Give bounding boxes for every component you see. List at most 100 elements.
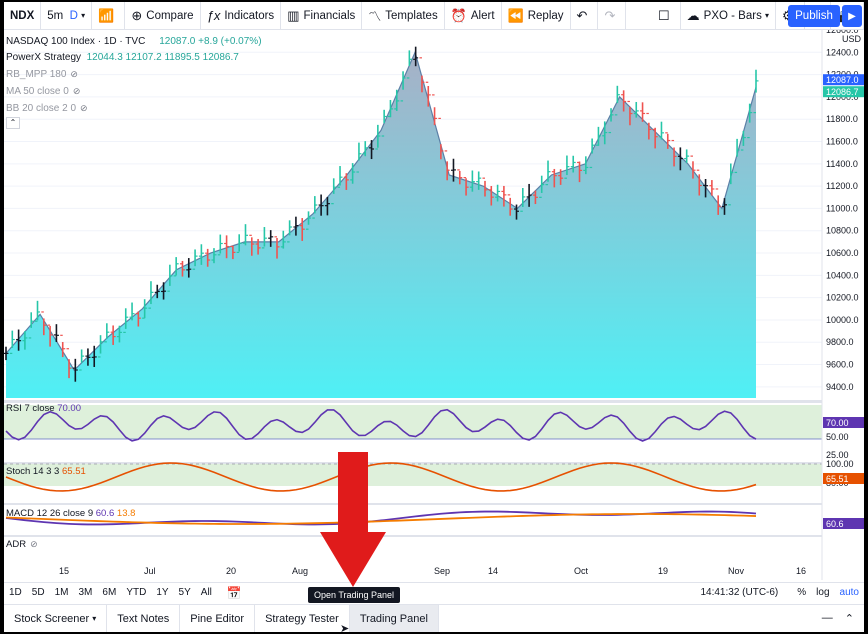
auto-toggle[interactable]: auto xyxy=(839,587,859,598)
interval-label: 5m xyxy=(47,9,64,22)
play-button[interactable]: ▶ xyxy=(842,5,862,27)
financials-icon: ▥ xyxy=(287,7,300,23)
pane-value-text: 60.6 xyxy=(826,519,844,529)
tab-strategy-tester[interactable]: Strategy Tester xyxy=(255,604,350,632)
indicators-button[interactable]: ƒx Indicators xyxy=(201,2,282,30)
eye-slash-icon[interactable]: ⊘ xyxy=(30,539,38,549)
eye-slash-icon[interactable]: ⊘ xyxy=(70,69,78,79)
adr-label: ADR xyxy=(6,539,27,550)
publish-label: Publish xyxy=(795,10,833,22)
price-area-series xyxy=(5,50,757,398)
macd-label: MACD 12 26 close 9 xyxy=(6,508,94,519)
bottom-panel-tabs: Stock Screener ▾ Text Notes Pine Editor … xyxy=(4,604,864,632)
percent-toggle[interactable]: % xyxy=(797,587,807,598)
rsi-line xyxy=(5,408,757,442)
time-axis[interactable]: 15 Jul 20 Aug Sep 14 Oct 19 Nov 16 xyxy=(59,566,806,576)
range-5y[interactable]: 5Y xyxy=(178,587,191,598)
strategy-price-badge xyxy=(823,86,864,98)
legend-strategy-row[interactable]: PowerX Strategy 12044.3 12107.2 11895.5 … xyxy=(6,50,262,66)
pane-divider[interactable] xyxy=(4,400,822,403)
replay-button[interactable]: ⏪ Replay xyxy=(502,2,571,30)
range-1d[interactable]: 1D xyxy=(9,587,22,598)
chart-area[interactable]: 12400.012200.012000.011800.011600.011400… xyxy=(4,25,864,580)
price-tick-label: 11800.0 xyxy=(826,114,858,124)
macd-value: 60.6 xyxy=(95,508,115,519)
indicator-label: MA 50 close 0 xyxy=(6,86,69,97)
tab-trading-panel[interactable]: Trading Panel xyxy=(349,604,439,632)
minimize-icon[interactable]: — xyxy=(821,612,833,624)
range-all[interactable]: All xyxy=(200,587,212,598)
pane-value-badge xyxy=(823,518,864,529)
templates-label: Templates xyxy=(385,9,438,22)
legend-indicator-row[interactable]: BB 20 close 2 0 ⊘ xyxy=(6,100,262,117)
indicator-label: BB 20 close 2 0 xyxy=(6,103,77,114)
chart-legend: NASDAQ 100 Index · 1D · TVC 12087.0 +8.9… xyxy=(6,34,262,129)
range-5d[interactable]: 5D xyxy=(31,587,45,598)
range-ytd[interactable]: YTD xyxy=(126,587,147,598)
time-tick-label: 19 xyxy=(658,566,668,576)
tab-pine-editor[interactable]: Pine Editor xyxy=(180,604,256,632)
range-3m[interactable]: 3M xyxy=(78,587,93,598)
tab-text-notes[interactable]: Text Notes xyxy=(107,604,181,632)
chevron-up-icon[interactable]: ⌃ xyxy=(844,613,854,625)
redo-button[interactable]: ↷ xyxy=(598,2,627,30)
range-1m[interactable]: 1M xyxy=(54,587,69,598)
fx-icon: ƒx xyxy=(206,8,221,23)
macd-signal-value: 13.8 xyxy=(116,508,136,519)
compare-button[interactable]: ⊕ Compare xyxy=(125,2,201,30)
stoch-label: Stoch 14 3 3 xyxy=(6,466,60,477)
pane-tick-label: 50.00 xyxy=(826,432,849,442)
layout-selector[interactable]: ☁ PXO - Bars ▾ xyxy=(681,2,777,30)
compare-label: Compare xyxy=(146,9,194,22)
financials-button[interactable]: ▥ Financials xyxy=(281,2,363,30)
price-tick-label: 10400.0 xyxy=(826,270,859,280)
range-1y[interactable]: 1Y xyxy=(156,587,169,598)
stoch-line xyxy=(5,462,757,492)
symbol-search[interactable]: NDX xyxy=(4,2,42,30)
rsi-legend[interactable]: RSI 7 close 70.00 xyxy=(6,403,81,414)
play-icon: ▶ xyxy=(848,10,856,22)
log-toggle[interactable]: log xyxy=(816,587,830,598)
chart-canvas[interactable]: 12400.012200.012000.011800.011600.011400… xyxy=(4,25,864,580)
clock-display[interactable]: 14:41:32 (UTC-6) xyxy=(700,587,779,598)
pane-divider[interactable] xyxy=(4,462,822,464)
strategy-values: 12044.3 12107.2 11895.5 12086.7 xyxy=(86,52,239,63)
publish-button[interactable]: Publish xyxy=(788,5,840,27)
price-axis[interactable]: 12400.012200.012000.011800.011600.011400… xyxy=(823,25,864,529)
macd-legend[interactable]: MACD 12 26 close 9 60.6 13.8 xyxy=(6,508,135,519)
eye-slash-icon[interactable]: ⊘ xyxy=(72,86,81,96)
interval-selector[interactable]: 5m D ▾ xyxy=(41,2,93,30)
pane-divider[interactable] xyxy=(4,535,822,537)
legend-indicator-row[interactable]: MA 50 close 0 ⊘ xyxy=(6,83,262,100)
collapse-legend-button[interactable]: ⌃ xyxy=(6,117,20,129)
currency-label: USD xyxy=(842,34,862,44)
pane-value-badge xyxy=(823,417,864,428)
time-tick-label: 15 xyxy=(59,566,69,576)
price-tick-label: 9600.0 xyxy=(826,360,854,370)
replay-icon: ⏪ xyxy=(507,7,524,23)
chevron-up-icon: ⌃ xyxy=(9,118,17,127)
templates-button[interactable]: 〽 Templates xyxy=(362,2,445,30)
interval-d-label: D xyxy=(69,9,78,22)
eye-slash-icon[interactable]: ⊘ xyxy=(80,103,88,113)
calendar-icon[interactable]: 📅 xyxy=(226,585,242,600)
alert-button[interactable]: ⏰ Alert xyxy=(445,2,502,30)
adr-legend[interactable]: ADR ⊘ xyxy=(6,539,38,550)
cloud-icon: ☁ xyxy=(686,7,700,23)
undo-button[interactable]: ↶ xyxy=(571,2,599,30)
stoch-legend[interactable]: Stoch 14 3 3 65.51 xyxy=(6,466,86,477)
chart-type-button[interactable]: 📶 xyxy=(92,2,126,30)
macd-signal-line xyxy=(5,513,757,525)
chevron-down-icon: ▾ xyxy=(81,11,86,20)
rectangle-button[interactable]: ☐ xyxy=(652,2,681,30)
square-icon: ☐ xyxy=(658,7,670,23)
time-tick-label: Nov xyxy=(728,566,745,576)
legend-indicator-row[interactable]: RB_MPP 180 ⊘ xyxy=(6,66,262,83)
indicator-label: RB_MPP 180 xyxy=(6,69,67,80)
tab-label: Pine Editor xyxy=(190,612,245,625)
top-toolbar: NDX 5m D ▾ 📶 ⊕ Compare ƒx Indicators ▥ Fina… xyxy=(4,2,864,30)
range-6m[interactable]: 6M xyxy=(102,587,117,598)
pane-value-text: 65.51 xyxy=(826,474,849,484)
pane-divider[interactable] xyxy=(4,503,822,505)
tab-stock-screener[interactable]: Stock Screener ▾ xyxy=(4,604,108,632)
